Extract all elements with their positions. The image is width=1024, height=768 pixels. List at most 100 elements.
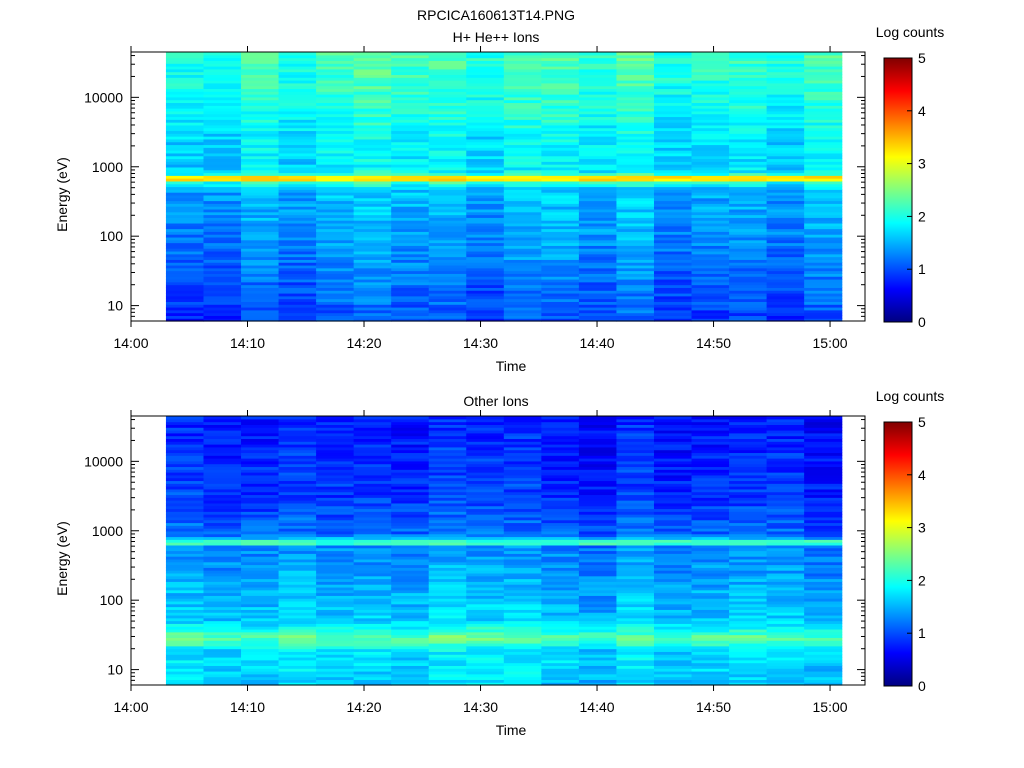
heatmap-cell <box>616 466 655 470</box>
heatmap-cell <box>804 281 843 286</box>
heatmap-cell <box>203 511 242 515</box>
heatmap-cell <box>203 463 242 468</box>
heatmap-cell <box>428 91 467 95</box>
heatmap-cell <box>353 231 392 235</box>
heatmap-cell <box>729 298 768 302</box>
heatmap-cell <box>653 136 693 140</box>
heatmap-cell <box>203 472 242 476</box>
heatmap-cell <box>165 82 205 87</box>
heatmap-cell <box>503 600 542 605</box>
heatmap-cell <box>804 99 843 104</box>
heatmap-cell <box>503 267 542 272</box>
heatmap-cell <box>428 575 467 580</box>
heatmap-cell <box>428 435 467 440</box>
heatmap-cell <box>278 474 317 479</box>
heatmap-cell <box>316 164 355 168</box>
heatmap-cell <box>466 236 505 241</box>
heatmap-cell <box>729 175 768 179</box>
heatmap-cell <box>278 539 317 543</box>
heatmap-cell <box>203 312 242 316</box>
heatmap-cell <box>691 318 730 322</box>
heatmap-cell <box>391 626 430 630</box>
heatmap-cell <box>316 102 355 106</box>
heatmap-cell <box>316 575 355 580</box>
heatmap-cell <box>278 270 317 274</box>
heatmap-cell <box>428 553 467 557</box>
heatmap-cell <box>766 542 805 546</box>
heatmap-cell <box>503 514 542 518</box>
heatmap-cell <box>766 668 805 672</box>
heatmap-cell <box>503 119 542 123</box>
heatmap-cell <box>691 136 730 140</box>
heatmap-cell <box>578 245 618 249</box>
heatmap-cell <box>804 654 843 658</box>
heatmap-cell <box>165 85 205 90</box>
heatmap-cell <box>241 494 280 498</box>
heatmap-cell <box>316 54 355 59</box>
heatmap-cell <box>241 516 280 521</box>
heatmap-cell <box>804 206 843 210</box>
heatmap-cell <box>729 248 768 252</box>
heatmap-cell <box>428 234 467 238</box>
heatmap-cell <box>316 430 355 434</box>
heatmap-cell <box>729 561 768 566</box>
heatmap-cell <box>653 304 693 308</box>
heatmap-cell <box>578 178 618 182</box>
heatmap-cell <box>766 228 805 232</box>
heatmap-cell <box>391 449 430 454</box>
heatmap-cell <box>653 432 693 437</box>
heatmap-cell <box>278 536 317 540</box>
heatmap-cell <box>466 511 505 515</box>
heatmap-cell <box>203 567 242 571</box>
heatmap-cell <box>541 141 580 146</box>
heatmap-cell <box>503 516 542 521</box>
heatmap-cell <box>278 547 317 552</box>
heatmap-cell <box>541 203 580 207</box>
heatmap-cell <box>804 449 843 454</box>
heatmap-cell <box>165 539 205 543</box>
heatmap-cell <box>466 609 505 613</box>
heatmap-cell <box>241 152 280 157</box>
heatmap-cell <box>616 606 655 610</box>
heatmap-cell <box>653 670 693 675</box>
heatmap-cell <box>804 122 843 126</box>
heatmap-cell <box>241 435 280 440</box>
heatmap-cell <box>766 150 805 154</box>
heatmap-cell <box>616 245 655 249</box>
heatmap-cell <box>616 102 655 106</box>
heatmap-cell <box>353 88 392 92</box>
heatmap-cell <box>391 558 430 563</box>
heatmap-cell <box>578 99 618 104</box>
heatmap-cell <box>353 530 392 535</box>
colorbar-tick-label: 4 <box>918 103 926 119</box>
heatmap-cell <box>729 497 768 501</box>
heatmap-cell <box>353 208 392 213</box>
heatmap-cell <box>578 186 618 190</box>
heatmap-cell <box>541 220 580 224</box>
heatmap-cell <box>165 208 205 213</box>
heatmap-cell <box>804 530 843 535</box>
heatmap-cell <box>466 309 505 314</box>
heatmap-cell <box>316 267 355 272</box>
heatmap-cell <box>428 578 467 582</box>
heatmap-cell <box>804 589 843 594</box>
heatmap-cell <box>165 262 205 266</box>
heatmap-cell <box>691 564 730 568</box>
heatmap-cell <box>503 82 542 87</box>
heatmap-cell <box>391 178 430 182</box>
heatmap-cell <box>541 250 580 255</box>
heatmap-cell <box>541 606 580 610</box>
heatmap-cell <box>691 446 730 451</box>
heatmap-cell <box>503 278 542 283</box>
heatmap-cell <box>616 133 655 137</box>
heatmap-cell <box>165 575 205 580</box>
heatmap-cell <box>353 242 392 246</box>
heatmap-cell <box>766 508 805 512</box>
heatmap-cell <box>804 600 843 605</box>
heatmap-cell <box>428 421 467 425</box>
heatmap-cell <box>278 88 317 92</box>
heatmap-cell <box>353 281 392 286</box>
heatmap-cell <box>729 295 768 300</box>
heatmap-cell <box>241 57 280 61</box>
heatmap-cell <box>391 231 430 235</box>
